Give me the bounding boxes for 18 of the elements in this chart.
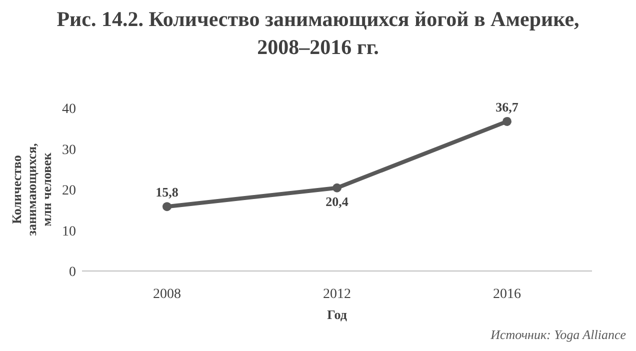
- y-tick-label: 0: [69, 265, 76, 280]
- x-tick-label: 2016: [493, 287, 521, 302]
- x-tick-label: 2008: [153, 287, 181, 302]
- y-tick-label: 30: [62, 142, 76, 158]
- y-axis-title: Количество занимающихся, млн человек: [9, 143, 54, 236]
- point: [502, 116, 512, 126]
- data-label: 36,7: [496, 99, 519, 114]
- chart-title: Рис. 14.2. Количество занимающихся йогой в Америке, 2008–2016 гг.: [56, 7, 580, 59]
- x-tick-label: 2012: [323, 287, 351, 302]
- x-axis-title: Год: [327, 307, 348, 322]
- text: Источник: Yoga Alliance: [490, 327, 626, 342]
- point: [162, 202, 172, 212]
- data-label: 15,8: [156, 184, 179, 200]
- point: [332, 183, 342, 192]
- y-tick-label: 10: [62, 224, 76, 240]
- y-tick-label: 20: [62, 184, 76, 198]
- y-tick-label: 40: [62, 102, 76, 117]
- data-label: 20,4: [326, 194, 349, 209]
